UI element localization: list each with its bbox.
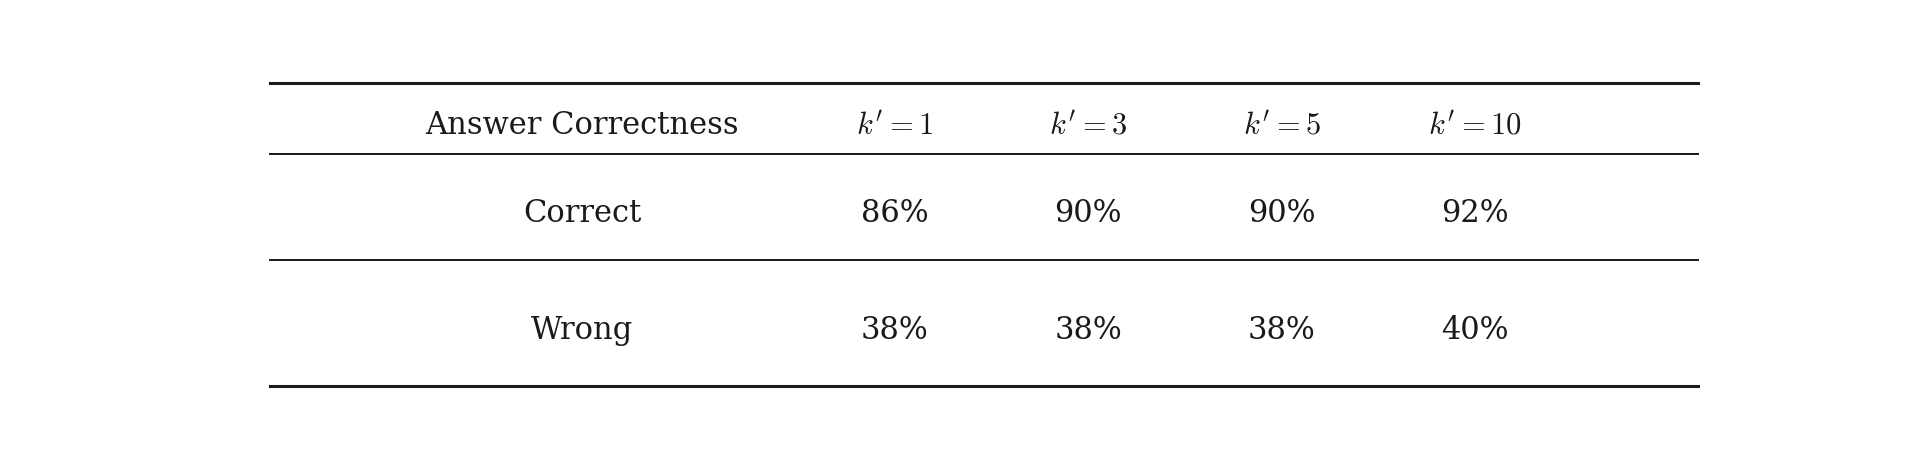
Text: 86%: 86% xyxy=(860,198,929,229)
Text: 40%: 40% xyxy=(1442,315,1509,345)
Text: $k' = 3$: $k' = 3$ xyxy=(1048,110,1127,141)
Text: 38%: 38% xyxy=(860,315,929,345)
Text: 38%: 38% xyxy=(1248,315,1315,345)
Text: Correct: Correct xyxy=(522,198,641,229)
Text: $k' = 5$: $k' = 5$ xyxy=(1242,110,1321,141)
Text: 90%: 90% xyxy=(1248,198,1315,229)
Text: 38%: 38% xyxy=(1054,315,1121,345)
Text: Answer Correctness: Answer Correctness xyxy=(426,110,739,141)
Text: 92%: 92% xyxy=(1442,198,1509,229)
Text: Wrong: Wrong xyxy=(532,315,634,345)
Text: 90%: 90% xyxy=(1054,198,1121,229)
Text: $k' = 1$: $k' = 1$ xyxy=(856,110,933,141)
Text: $k' = 10$: $k' = 10$ xyxy=(1428,110,1523,141)
